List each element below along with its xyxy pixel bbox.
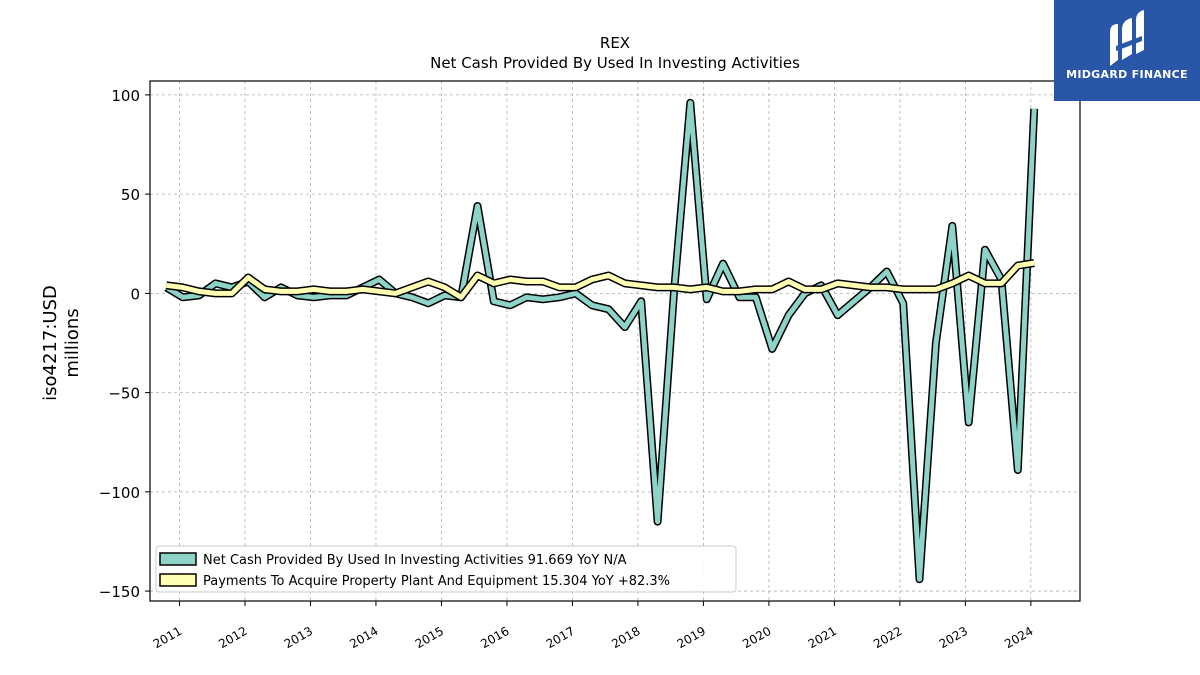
legend-label-2: Payments To Acquire Property Plant And E… xyxy=(203,574,670,589)
y-tick-label: −100 xyxy=(99,484,140,502)
x-tick-label: 2021 xyxy=(806,624,839,651)
x-tick-label: 2019 xyxy=(675,624,708,651)
legend-box xyxy=(155,545,737,593)
y-axis-label-line: iso4217:USD xyxy=(40,285,61,401)
y-axis-label: iso4217:USDmillions xyxy=(40,285,83,401)
chart-subtitle: Net Cash Provided By Used In Investing A… xyxy=(430,54,800,72)
series-line-2 xyxy=(166,260,1035,300)
x-tick-label: 2018 xyxy=(609,624,642,651)
x-tick-label: 2017 xyxy=(544,624,577,651)
legend-swatch-2 xyxy=(159,573,197,587)
x-tick-label: 2012 xyxy=(216,624,249,651)
x-tick-label: 2011 xyxy=(151,624,184,651)
brand-logo: MIDGARD FINANCE xyxy=(1054,0,1200,101)
y-tick-label: 50 xyxy=(121,186,140,204)
x-tick-label: 2015 xyxy=(413,624,446,651)
midgard-logo-icon xyxy=(1110,10,1144,66)
grid-lines xyxy=(150,81,1080,601)
x-tick-label: 2022 xyxy=(871,624,904,651)
x-tick-label: 2014 xyxy=(347,624,380,651)
y-tick-label: 0 xyxy=(130,285,140,303)
legend: Net Cash Provided By Used In Investing A… xyxy=(155,545,737,593)
x-tick-label: 2016 xyxy=(478,624,511,651)
x-tick-label: 2013 xyxy=(282,624,315,651)
y-tick-label: 100 xyxy=(111,87,140,105)
legend-swatch-1 xyxy=(159,552,197,566)
y-tick-label: −50 xyxy=(108,385,140,403)
x-tick-label: 2024 xyxy=(1002,624,1035,651)
x-tick-label: 2020 xyxy=(740,624,773,651)
brand-name: MIDGARD FINANCE xyxy=(1066,68,1188,81)
y-tick-label: −150 xyxy=(99,583,140,601)
x-tick-label: 2023 xyxy=(937,624,970,651)
series-layer xyxy=(164,98,1039,584)
legend-label-1: Net Cash Provided By Used In Investing A… xyxy=(203,553,627,568)
plot-frame xyxy=(149,80,1081,602)
series-line-1 xyxy=(165,100,1037,582)
chart-title: REX xyxy=(600,34,630,52)
y-axis-label-line: millions xyxy=(62,308,83,377)
